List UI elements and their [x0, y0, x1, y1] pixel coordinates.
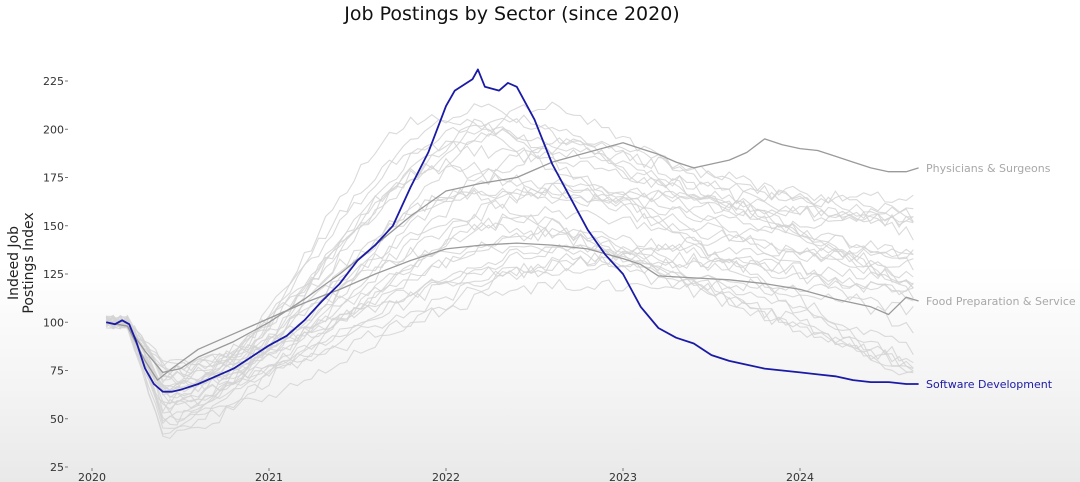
x-tick-label: 2022 — [432, 471, 460, 482]
series-label-software-development: Software Development — [926, 378, 1053, 391]
background-sector-line — [106, 114, 914, 429]
y-axis-label-line-2: Postings Index — [21, 212, 37, 313]
background-sector-line — [105, 187, 914, 414]
background-sector-line — [105, 248, 914, 372]
background-sector-line — [106, 118, 914, 422]
series-label-physicians-surgeons: Physicians & Surgeons — [926, 162, 1051, 175]
background-sector-line — [106, 225, 914, 376]
background-sector-line — [105, 251, 914, 425]
y-tick-label: 50 — [50, 413, 64, 426]
background-sector-line — [105, 246, 914, 405]
y-tick-label: 150 — [43, 220, 64, 233]
background-sector-line — [105, 103, 914, 391]
background-sector-line — [105, 187, 914, 379]
y-tick-label: 125 — [43, 268, 64, 281]
series-line-food-preparation-service — [106, 242, 919, 381]
x-tick-label: 2024 — [786, 471, 814, 482]
background-sector-line — [105, 101, 914, 440]
background-sector-line — [105, 255, 914, 393]
series-line-physicians-surgeons — [106, 138, 919, 374]
y-axis-ticks: 25 50 75 100 125 150 175 200 225 — [43, 75, 68, 474]
x-axis-ticks: 2020 2021 2022 2023 2024 — [78, 468, 814, 482]
background-sector-line — [105, 213, 914, 414]
y-tick-label: 225 — [43, 75, 64, 88]
series-end-labels: Physicians & Surgeons Food Preparation & … — [926, 162, 1076, 391]
series-line-software-development — [106, 68, 919, 393]
background-sector-line — [106, 277, 914, 396]
x-tick-label: 2021 — [255, 471, 283, 482]
background-sector-line — [105, 218, 914, 378]
background-sector-line — [105, 140, 914, 399]
series-label-food-preparation-service: Food Preparation & Service — [926, 295, 1076, 308]
chart-title: Job Postings by Sector (since 2020) — [343, 3, 679, 25]
y-tick-label: 25 — [50, 461, 64, 474]
series-lines — [106, 68, 919, 393]
background-sector-line — [105, 137, 914, 392]
x-tick-label: 2020 — [78, 471, 106, 482]
background-sector-line — [105, 117, 914, 375]
y-tick-label: 75 — [50, 365, 64, 378]
background-sector-line — [105, 207, 914, 368]
y-tick-label: 175 — [43, 172, 64, 185]
background-sector-line — [106, 242, 914, 410]
y-axis-label-line-1: Indeed Job — [6, 226, 22, 300]
background-sector-line — [106, 164, 914, 435]
x-tick-label: 2023 — [609, 471, 637, 482]
y-tick-label: 200 — [43, 123, 64, 136]
y-tick-label: 100 — [43, 316, 64, 329]
background-sector-lines — [105, 101, 914, 440]
